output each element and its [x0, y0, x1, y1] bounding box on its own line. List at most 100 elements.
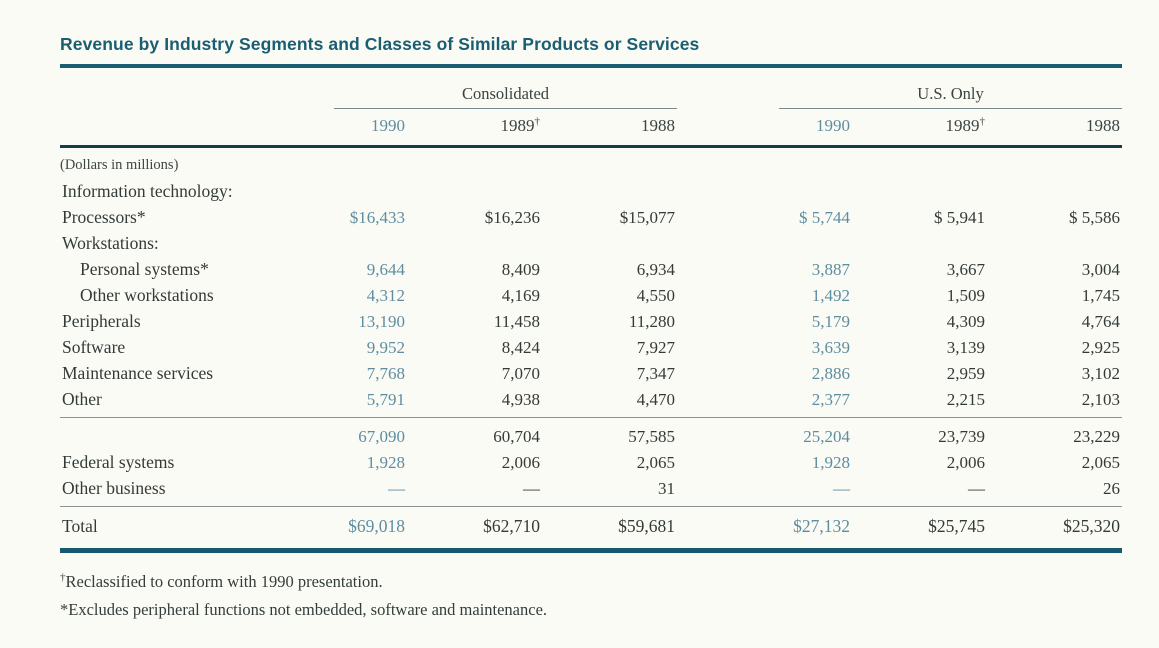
table-row: Other 5,791 4,938 4,470 2,377 2,215 2,10… [60, 386, 1122, 418]
cell-value: 60,704 [407, 417, 542, 449]
cell-value: 4,470 [636, 390, 676, 409]
row-label-peripherals: Peripherals [62, 311, 141, 331]
cell-value: 23,739 [852, 417, 988, 449]
year-consolidated-1989: 1989† [407, 109, 542, 148]
cell-value: 2,959 [946, 364, 986, 383]
cell-value: 2,103 [1081, 390, 1121, 409]
year-us-1989: 1989† [852, 109, 988, 148]
year-consolidated-1988: 1988 [542, 109, 678, 148]
row-label-other-workstations: Other workstations [80, 285, 214, 305]
cell-value: 57,585 [542, 417, 678, 449]
row-label-software: Software [62, 337, 126, 357]
cell-value: 2,215 [946, 390, 986, 409]
row-label-subtotal [60, 417, 272, 449]
cell-value: 8,409 [501, 260, 540, 279]
cell-value: 4,764 [1081, 312, 1121, 331]
year-gap [677, 109, 718, 148]
cell-value: 4,309 [946, 312, 986, 331]
row-label-total: Total [60, 506, 272, 553]
cell-value: 31 [658, 479, 676, 498]
unit-note-row: (Dollars in millions) [60, 147, 1122, 179]
cell-value: 2,925 [1081, 338, 1121, 357]
cell-value: $ 5,744 [799, 208, 851, 227]
dagger-icon: † [534, 115, 541, 128]
cell-value: $ 5,586 [1069, 208, 1121, 227]
cell-value: 1,928 [811, 453, 851, 472]
cell-value: 2,886 [811, 364, 851, 383]
cell-value: 23,229 [987, 417, 1123, 449]
table-row: Federal systems 1,928 2,006 2,065 1,928 … [60, 449, 1122, 475]
cell-value: 3,139 [946, 338, 986, 357]
cell-value: 11,458 [493, 312, 540, 331]
cell-value: 9,952 [366, 338, 405, 357]
dagger-icon: † [60, 571, 66, 584]
group-gap [677, 68, 717, 109]
row-label-other-business: Other business [62, 478, 166, 498]
cell-value: 11,280 [628, 312, 676, 331]
report-page: Revenue by Industry Segments and Classes… [60, 34, 1123, 624]
year-us-1990: 1990 [717, 109, 853, 148]
table-row: Software 9,952 8,424 7,927 3,639 3,139 2… [60, 334, 1122, 360]
cell-value: 8,424 [501, 338, 540, 357]
cell-value: — [833, 479, 851, 498]
cell-value: 25,204 [717, 417, 853, 449]
cell-value: 7,768 [366, 364, 405, 383]
cell-value: 67,090 [272, 417, 407, 449]
cell-value: 1,509 [946, 286, 986, 305]
row-label-workstations: Workstations: [62, 233, 159, 253]
cell-value: 7,070 [501, 364, 540, 383]
cell-value: 2,377 [811, 390, 851, 409]
cell-value: 4,312 [366, 286, 405, 305]
cell-value: 3,102 [1081, 364, 1121, 383]
table-row: Other business — — 31 — — 26 [60, 475, 1122, 507]
cell-value: 3,639 [811, 338, 851, 357]
year-header-row: 1990 1989† 1988 1990 1989† 1988 [60, 109, 1123, 148]
cell-value: 7,347 [636, 364, 676, 383]
cell-value: 1,745 [1081, 286, 1121, 305]
cell-value: 7,927 [636, 338, 676, 357]
cell-value: 4,938 [501, 390, 540, 409]
cell-value: 13,190 [358, 312, 405, 331]
cell-value: 5,791 [366, 390, 405, 409]
group-header-consolidated: Consolidated [272, 68, 678, 109]
row-label-processors: Processors* [62, 207, 146, 227]
table-row: Processors* $16,433 $16,236 $15,077 $ 5,… [60, 204, 1122, 230]
cell-value: $25,320 [987, 506, 1123, 553]
group-header-us-only: U.S. Only [717, 68, 1123, 109]
cell-value: 2,006 [946, 453, 986, 472]
table-row: Peripherals 13,190 11,458 11,280 5,179 4… [60, 308, 1122, 334]
year-consolidated-1990: 1990 [272, 109, 407, 148]
cell-value: 3,887 [811, 260, 851, 279]
cell-value: $25,745 [852, 506, 988, 553]
table-row: Workstations: [60, 230, 1122, 256]
year-us-1988: 1988 [987, 109, 1123, 148]
cell-value: 9,644 [366, 260, 405, 279]
cell-value: 2,065 [636, 453, 676, 472]
row-label-information-technology: Information technology: [62, 181, 233, 201]
cell-value: 3,667 [946, 260, 986, 279]
cell-value: $16,433 [349, 208, 405, 227]
cell-value: 1,492 [811, 286, 851, 305]
group-header-spacer [60, 68, 272, 109]
cell-value: 1,928 [366, 453, 405, 472]
cell-value: — [388, 479, 405, 498]
table-row: Personal systems* 9,644 8,409 6,934 3,88… [60, 256, 1122, 282]
cell-value: $69,018 [272, 506, 407, 553]
group-label-us-only: U.S. Only [779, 84, 1123, 109]
cell-value: 6,934 [636, 260, 676, 279]
group-header-row: Consolidated U.S. Only [60, 68, 1123, 109]
cell-value: $16,236 [484, 208, 540, 227]
cell-value: 4,169 [501, 286, 540, 305]
year-header-spacer [60, 109, 272, 148]
row-label-personal-systems: Personal systems* [80, 259, 209, 279]
row-label-federal-systems: Federal systems [62, 452, 175, 472]
dagger-icon: † [979, 115, 986, 128]
cell-value: 2,065 [1081, 453, 1121, 472]
total-row: Total $69,018 $62,710 $59,681 $27,132 $2… [60, 506, 1123, 553]
footnotes: †Reclassified to conform with 1990 prese… [60, 568, 1122, 624]
table-row: Information technology: [60, 178, 1122, 204]
cell-value: 5,179 [811, 312, 851, 331]
cell-value: 4,550 [636, 286, 676, 305]
row-label-other: Other [62, 389, 102, 409]
cell-value: 2,006 [501, 453, 540, 472]
